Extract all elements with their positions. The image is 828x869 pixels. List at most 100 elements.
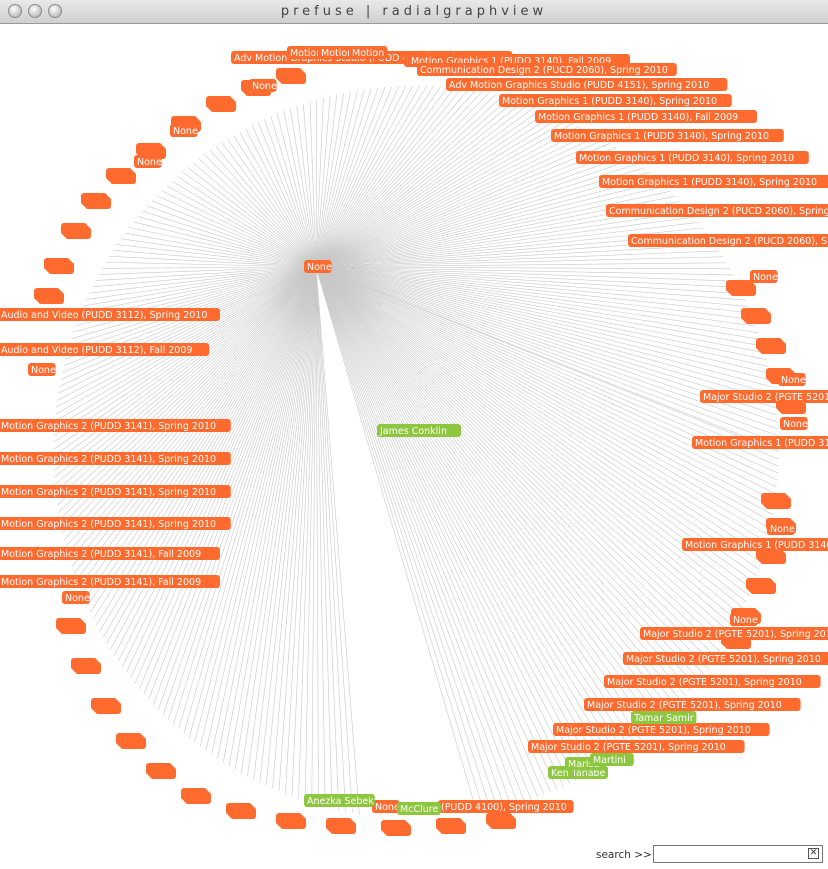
collapsed-node[interactable]	[150, 767, 176, 779]
graph-node[interactable]: Communication Design 2 (PUCD 2060), Spri…	[606, 204, 828, 217]
collapsed-node[interactable]	[745, 312, 771, 324]
node-label: Communication Design 2 (PUCD 2060), Spri…	[609, 206, 828, 217]
graph-nodes[interactable]: Adv Motion Graphics Studio (PUDD 4151), …	[0, 46, 828, 836]
graph-node[interactable]: Motion Graphics 1 (PUDD 3140), Spring 20…	[499, 94, 732, 107]
graph-node[interactable]: Motion Graphics 2 (PUDD 3141), Spring 20…	[0, 419, 231, 432]
graph-node[interactable]: Major Studio 2 (PGTE 5201), Spring 2010	[604, 675, 821, 688]
graph-node[interactable]: Motion Graphics 2 (PUDD 3141), Spring 20…	[0, 452, 231, 465]
graph-node[interactable]: None	[249, 79, 277, 92]
graph-node[interactable]: (PUDD 4100), Spring 2010	[438, 800, 574, 813]
graph-node[interactable]: Motion Graphics 2 (PUDD 3141), Spring 20…	[0, 485, 231, 498]
graph-node[interactable]: None	[730, 613, 758, 626]
graph-link	[315, 266, 625, 753]
graph-node[interactable]: Audio and Video (PUDD 3112), Spring 2010	[0, 308, 220, 321]
collapsed-node[interactable]	[38, 292, 64, 304]
graph-node[interactable]: Communication Design 2 (PUCD 2060), Spri…	[417, 63, 677, 76]
graph-link	[315, 266, 767, 360]
graph-node[interactable]: Motion	[287, 46, 326, 59]
graph-link	[315, 106, 537, 268]
collapsed-node[interactable]	[230, 807, 256, 819]
graph-node[interactable]: Motion	[318, 46, 357, 59]
collapsed-node[interactable]	[760, 552, 786, 564]
graph-node[interactable]: Adv Motion Graphics Studio (PUDD 4151), …	[446, 78, 728, 91]
graph-node[interactable]: Audio and Video (PUDD 3112), Fall 2009	[0, 343, 210, 356]
graph-link	[272, 266, 317, 789]
graph-node[interactable]: Communication Design 2 (PUCD 2060), Spri…	[628, 234, 828, 247]
graph-node[interactable]: McClure	[397, 802, 441, 815]
graph-node[interactable]: Motion Graphics 1 (PUDD 3140), Spring 20…	[692, 436, 828, 449]
graph-node[interactable]: Motion Graphics 1 (PUDD 3140), Spring 20…	[682, 538, 828, 551]
collapsed-node[interactable]	[185, 792, 211, 804]
collapsed-node[interactable]	[75, 662, 101, 674]
graph-node[interactable]: Motion Graphics 2 (PUDD 3141), Spring 20…	[0, 517, 231, 530]
graph-node[interactable]: Major Studio 2 (PGTE 5201), Spring 2010	[528, 740, 745, 753]
graph-node[interactable]: Anezka Sebek	[304, 794, 375, 807]
graph-node[interactable]: Martini	[590, 753, 634, 766]
collapsed-node[interactable]	[60, 622, 86, 634]
graph-node[interactable]: None	[750, 270, 778, 283]
collapsed-node[interactable]	[48, 262, 74, 274]
node-label: None	[783, 419, 808, 430]
graph-node[interactable]: Major Studio 2 (PGTE 5201), Spring 2010	[553, 723, 770, 736]
zoom-button[interactable]	[48, 4, 62, 18]
collapsed-node[interactable]	[440, 822, 466, 834]
collapsed-node[interactable]	[210, 100, 236, 112]
collapsed-node[interactable]	[110, 172, 136, 184]
collapsed-node[interactable]	[85, 197, 111, 209]
graph-node[interactable]: None	[372, 800, 400, 813]
graph-node[interactable]: None	[304, 260, 332, 273]
collapsed-node[interactable]	[760, 342, 786, 354]
collapsed-node[interactable]	[280, 817, 306, 829]
graph-node[interactable]: None	[28, 363, 56, 376]
graph-node[interactable]: Motion Graphics 1 (PUDD 3140), Fall 2009	[535, 110, 757, 123]
collapsed-node[interactable]	[95, 702, 121, 714]
radial-graph-canvas[interactable]: Adv Motion Graphics Studio (PUDD 4151), …	[0, 24, 828, 844]
graph-node[interactable]: Major Studio 2 (PGTE 5201), Spring 2010	[584, 698, 801, 711]
graph-node[interactable]: None	[134, 155, 162, 168]
graph-node[interactable]: Motion	[349, 46, 388, 59]
collapsed-node[interactable]	[385, 824, 411, 836]
title-bar[interactable]: prefuse | radialgraphview	[0, 0, 828, 24]
graph-node[interactable]: Major Studio 2 (PGTE 5201), Spring 2010	[623, 652, 828, 665]
graph-link	[60, 266, 317, 380]
graph-node[interactable]: Tamar Samir	[631, 711, 697, 724]
node-background	[535, 110, 757, 123]
graph-node[interactable]: James Conklin	[377, 424, 461, 437]
graph-link	[315, 266, 762, 340]
graph-node[interactable]: Major Studio 2 (PGTE 5201), Spring 2010	[700, 390, 828, 403]
minimize-button[interactable]	[28, 4, 42, 18]
graph-node[interactable]: None	[780, 417, 808, 430]
close-button[interactable]	[8, 4, 22, 18]
collapsed-node[interactable]	[120, 737, 146, 749]
graph-node[interactable]: Motion Graphics 2 (PUDD 3141), Fall 2009	[0, 547, 220, 560]
graph-node[interactable]: Motion Graphics 2 (PUDD 3141), Fall 2009	[0, 575, 220, 588]
graph-node[interactable]: None	[170, 124, 198, 137]
graph-link	[315, 266, 773, 523]
graph-link	[315, 266, 668, 717]
graph-node[interactable]: Major Studio 2 (PGTE 5201), Spring 2010	[640, 627, 828, 640]
collapsed-node[interactable]	[330, 822, 356, 834]
search-input[interactable]	[654, 850, 810, 867]
graph-node[interactable]: None	[767, 522, 795, 535]
graph-link	[315, 266, 740, 288]
clear-search-icon[interactable]: ✕	[808, 848, 819, 859]
search-box[interactable]: ✕	[653, 845, 823, 867]
graph-link	[315, 222, 699, 268]
graph-node[interactable]: None	[62, 591, 90, 604]
collapsed-node[interactable]	[490, 817, 516, 829]
collapsed-node[interactable]	[780, 402, 806, 414]
collapsed-node[interactable]	[65, 227, 91, 239]
graph-node[interactable]: None	[778, 373, 806, 386]
graph-link	[315, 85, 407, 268]
node-label: Adv Motion Graphics Studio (PUDD 4151), …	[449, 80, 709, 91]
collapsed-node[interactable]	[750, 582, 776, 594]
node-label: Communication Design 2 (PUCD 2060), Spri…	[631, 236, 828, 247]
graph-link	[315, 266, 589, 775]
graph-link	[221, 142, 317, 268]
graph-node[interactable]: Motion Graphics 1 (PUDD 3140), Spring 20…	[599, 175, 828, 188]
collapsed-node[interactable]	[765, 497, 791, 509]
graph-node[interactable]: Motion Graphics 1 (PUDD 3140), Spring 20…	[551, 129, 784, 142]
collapsed-node[interactable]	[280, 72, 306, 84]
collapsed-node[interactable]	[730, 284, 756, 296]
graph-node[interactable]: Motion Graphics 1 (PUDD 3140), Spring 20…	[576, 151, 809, 164]
